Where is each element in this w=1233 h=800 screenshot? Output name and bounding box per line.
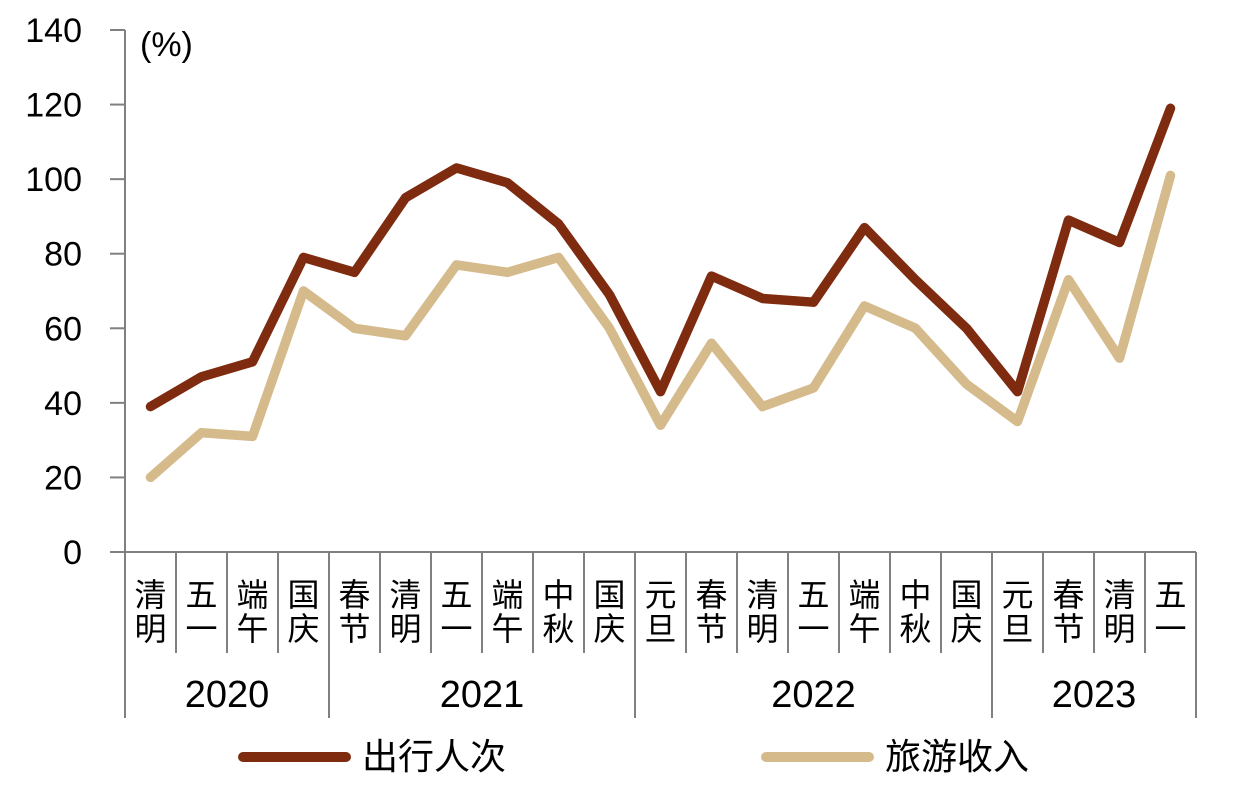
category-label: 端午: [491, 577, 523, 647]
category-label: 清明: [746, 577, 778, 647]
y-tick-label: 120: [25, 87, 82, 125]
category-label: 国庆: [950, 577, 982, 647]
y-axis-unit-label: (%): [140, 26, 193, 64]
year-label: 2020: [185, 674, 270, 716]
legend-swatch-revenue-line: [761, 752, 874, 762]
year-label: 2022: [771, 674, 856, 716]
legend-swatch-trips-line: [237, 752, 351, 762]
category-label: 清明: [1103, 577, 1135, 647]
category-label: 春节: [695, 577, 727, 647]
category-label: 元旦: [1001, 577, 1033, 647]
year-label: 2023: [1052, 674, 1137, 716]
y-tick-label: 20: [44, 459, 82, 497]
legend-item-revenue: 旅游收入: [761, 739, 1029, 775]
category-label: 五一: [797, 577, 829, 647]
legend-label-revenue: 旅游收入: [885, 736, 1030, 777]
category-label: 五一: [185, 577, 217, 647]
year-label: 2021: [440, 674, 525, 716]
y-tick-label: 100: [25, 161, 82, 199]
category-label: 元旦: [644, 577, 676, 647]
category-label: 中秋: [542, 577, 574, 647]
series-line-revenue: [145, 170, 1176, 483]
y-tick-label: 40: [44, 385, 82, 423]
category-label: 端午: [848, 577, 880, 647]
legend-item-trips: 出行人次: [237, 736, 506, 777]
chart-legend: 出行人次 旅游收入: [34, 736, 1233, 778]
category-label: 清明: [389, 577, 421, 647]
category-label: 中秋: [899, 577, 931, 647]
category-label: 春节: [338, 577, 370, 647]
category-label: 端午: [236, 577, 268, 647]
y-tick-label: 140: [25, 12, 82, 50]
category-label: 五一: [1154, 577, 1186, 647]
category-label: 国庆: [287, 577, 319, 647]
category-label: 五一: [440, 577, 472, 647]
series-line-trips: [145, 103, 1176, 412]
category-label: 春节: [1052, 577, 1084, 647]
y-tick-label: 80: [44, 236, 82, 274]
category-label: 国庆: [593, 577, 625, 647]
y-tick-label: 60: [44, 310, 82, 348]
category-label: 清明: [134, 577, 166, 647]
legend-label-trips: 出行人次: [361, 736, 506, 777]
y-tick-label: 0: [63, 534, 82, 572]
